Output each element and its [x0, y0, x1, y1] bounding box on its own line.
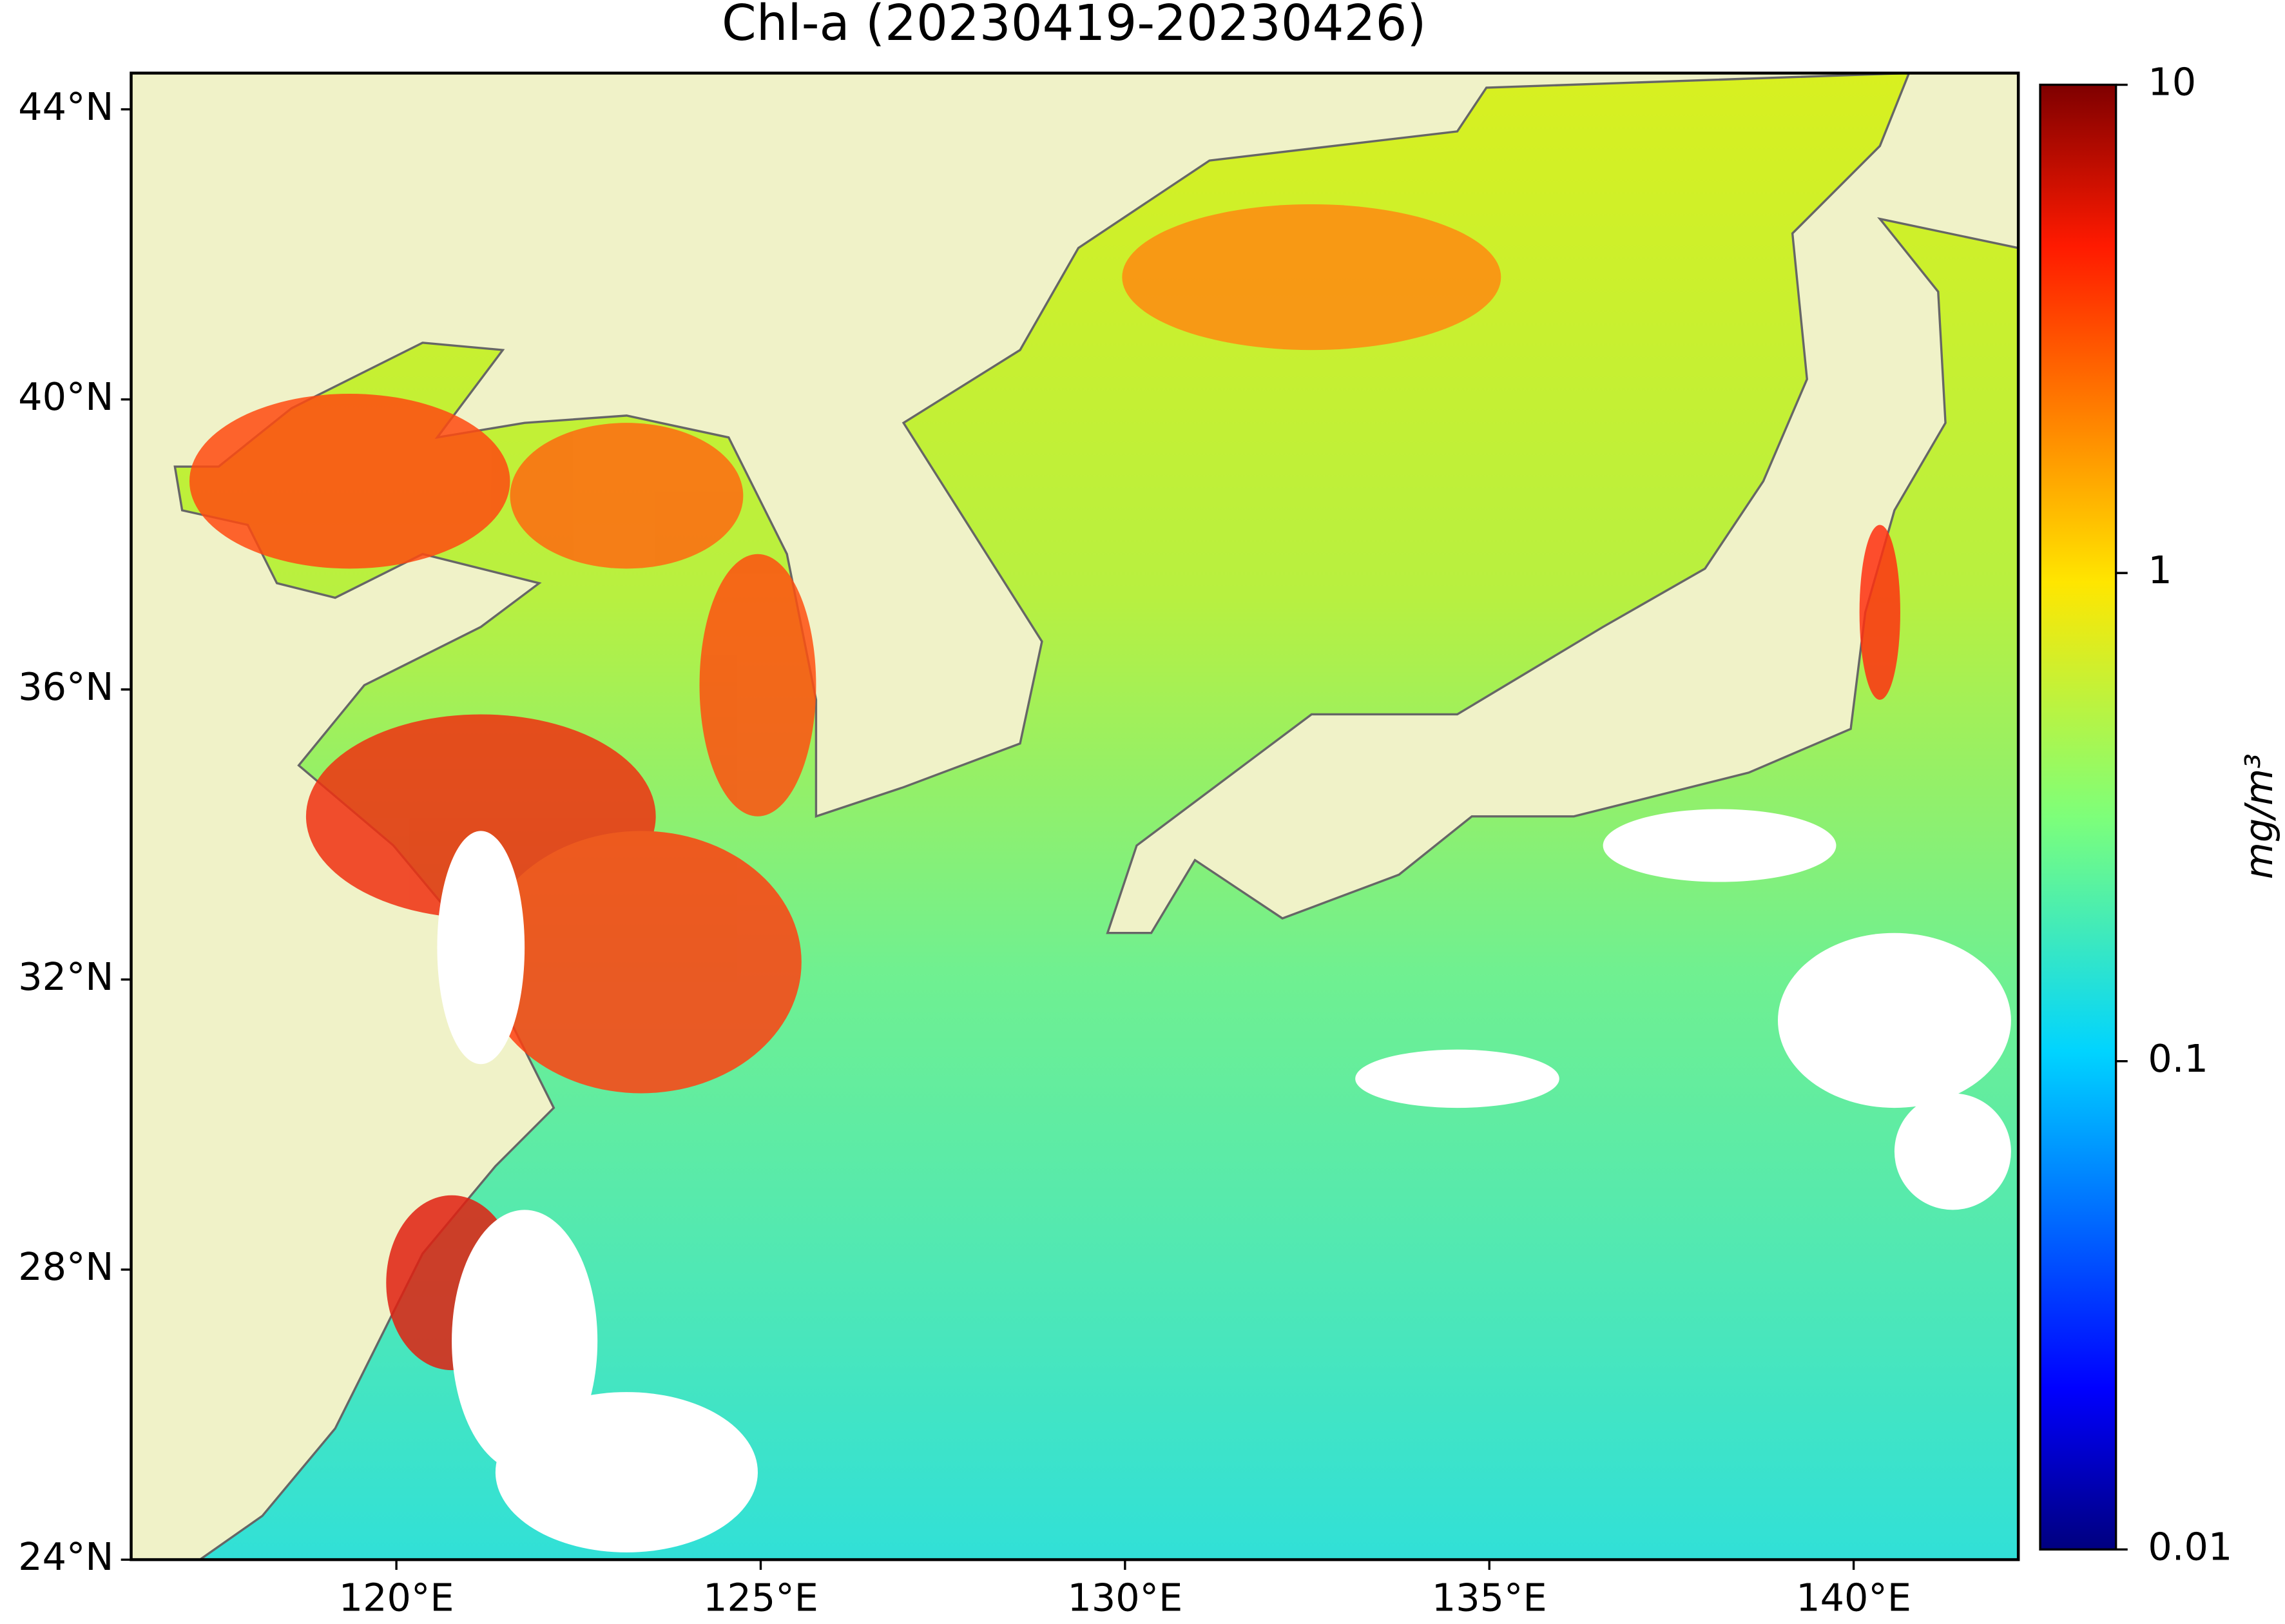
- colorbar-tick-label: 0.1: [2148, 1036, 2208, 1081]
- x-tick-label: 130°E: [1067, 1576, 1182, 1620]
- map-title: Chl-a (20230419-20230426): [722, 0, 1426, 52]
- colorbar: [2039, 83, 2117, 1551]
- high-chlorophyll: [189, 204, 1900, 1371]
- y-tick-label: 24°N: [18, 1534, 113, 1579]
- y-tick-label: 36°N: [18, 664, 113, 709]
- y-tick-label: 40°N: [18, 374, 113, 419]
- map-image: [131, 73, 2019, 1560]
- colorbar-label: mg/m³: [2237, 753, 2281, 879]
- colorbar-tick-label: 0.01: [2148, 1524, 2232, 1569]
- cloud-gaps: [437, 809, 2011, 1552]
- map-frame: [130, 72, 2020, 1561]
- y-tick-label: 28°N: [18, 1244, 113, 1289]
- y-tick-label: 44°N: [18, 84, 113, 129]
- x-tick-label: 140°E: [1796, 1576, 1911, 1620]
- y-tick-label: 32°N: [18, 954, 113, 999]
- x-tick-label: 135°E: [1432, 1576, 1547, 1620]
- x-tick-label: 125°E: [703, 1576, 818, 1620]
- x-tick-label: 120°E: [339, 1576, 454, 1620]
- colorbar-tick-label: 1: [2148, 548, 2172, 592]
- colorbar-tick-label: 10: [2148, 60, 2196, 104]
